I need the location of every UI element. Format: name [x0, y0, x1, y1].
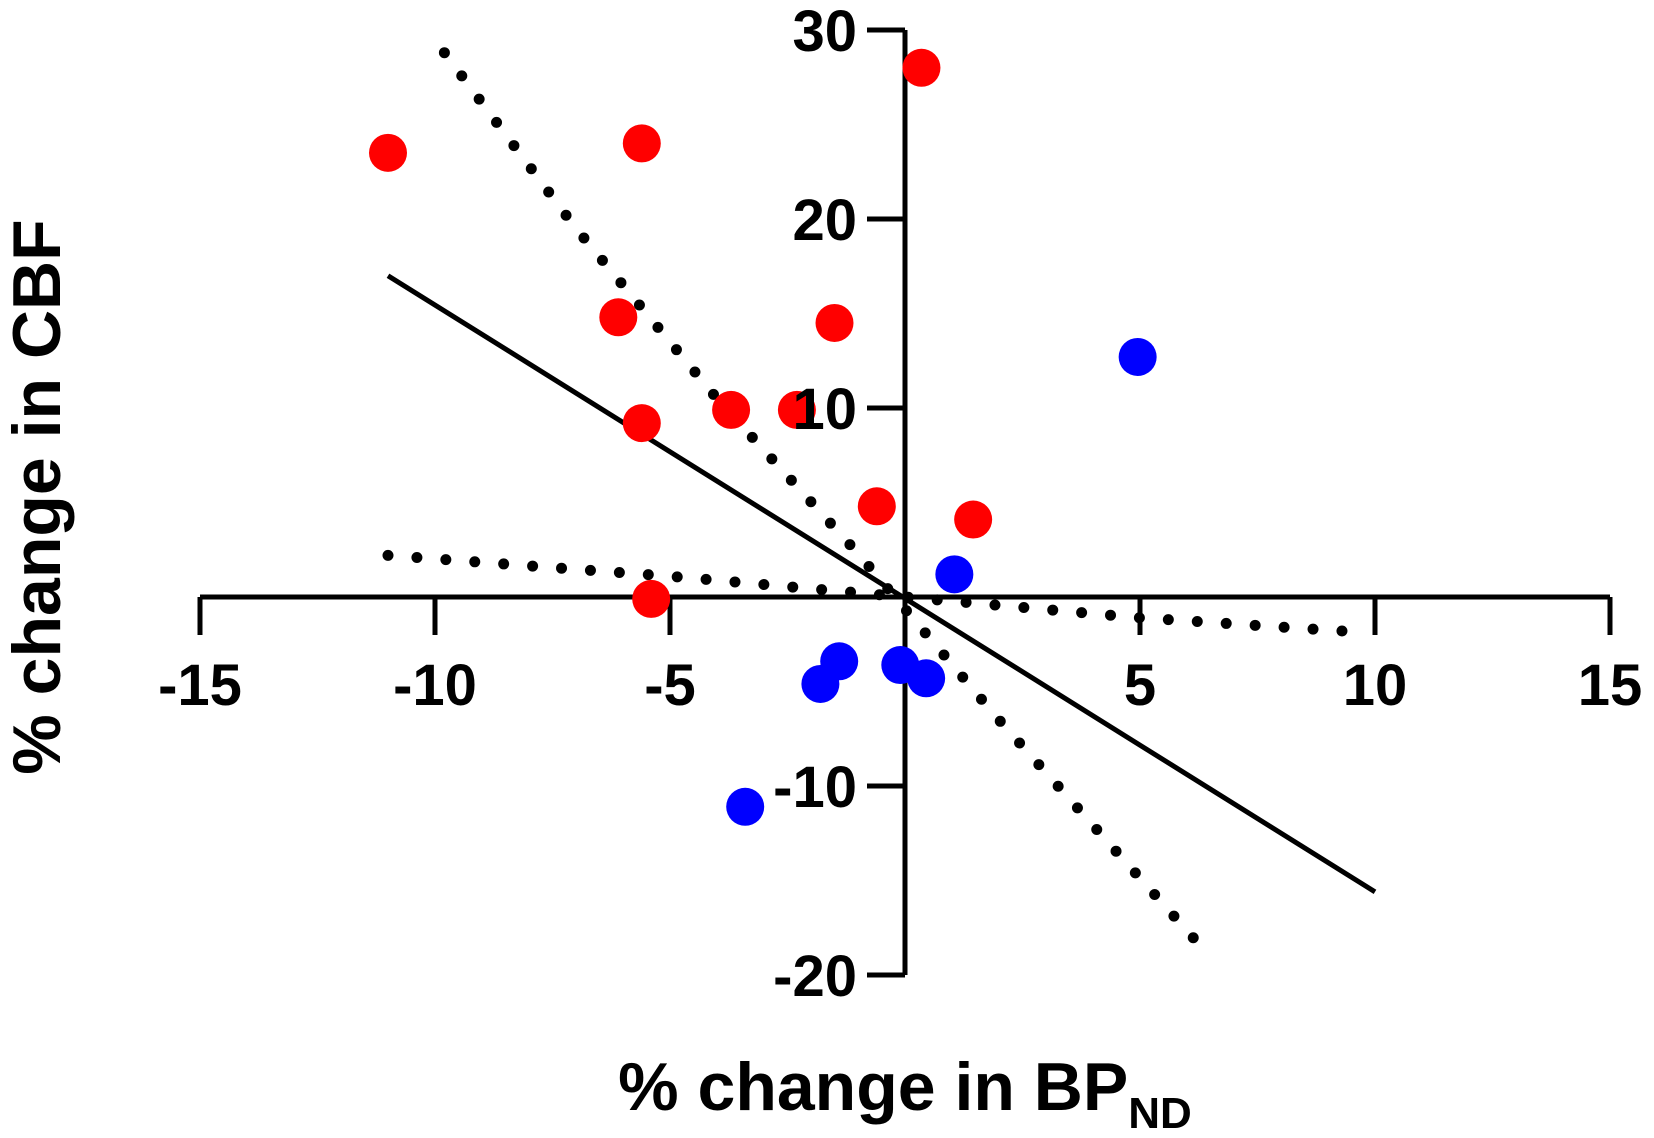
y-tick-label: 20 — [792, 188, 857, 253]
x-axis-title-subscript: ND — [1128, 1089, 1192, 1138]
x-tick-label: 5 — [1124, 653, 1156, 718]
red-data-point — [622, 124, 661, 163]
x-tick-label: -15 — [158, 653, 242, 718]
data-points — [369, 48, 1157, 826]
red-data-point — [599, 298, 638, 337]
red-data-point — [632, 579, 671, 618]
tick-labels: -15 -10 -5 5 10 15 30 20 10 -10 -20 — [158, 0, 1642, 1009]
y-tick-label: 10 — [792, 377, 857, 442]
x-axis-title: % change in BPND — [618, 1049, 1192, 1138]
blue-data-point — [935, 555, 974, 594]
y-axis-title: % change in CBF — [0, 219, 75, 774]
red-data-point — [777, 390, 816, 429]
red-data-point — [369, 133, 407, 172]
red-data-point — [712, 390, 751, 429]
red-data-point — [815, 303, 854, 342]
regression-line — [386, 273, 1377, 894]
blue-data-point — [907, 659, 946, 698]
x-tick-label: -10 — [393, 653, 477, 718]
x-tick-label: 10 — [1343, 653, 1408, 718]
red-data-point — [954, 500, 993, 539]
axes — [197, 27, 1613, 978]
x-tick-label: -5 — [644, 653, 696, 718]
x-tick-label: 15 — [1578, 653, 1643, 718]
y-tick-label: -20 — [773, 944, 857, 1009]
red-data-point — [902, 48, 941, 87]
red-data-point — [857, 487, 896, 526]
x-axis-title-main: % change in BP — [618, 1049, 1128, 1125]
blue-data-point — [801, 664, 840, 703]
blue-data-point — [726, 787, 765, 826]
y-tick-label: -10 — [773, 755, 857, 820]
regression-line-group — [386, 273, 1377, 894]
blue-data-point — [1118, 337, 1157, 376]
red-data-point — [622, 404, 661, 443]
y-tick-label: 30 — [792, 0, 857, 64]
